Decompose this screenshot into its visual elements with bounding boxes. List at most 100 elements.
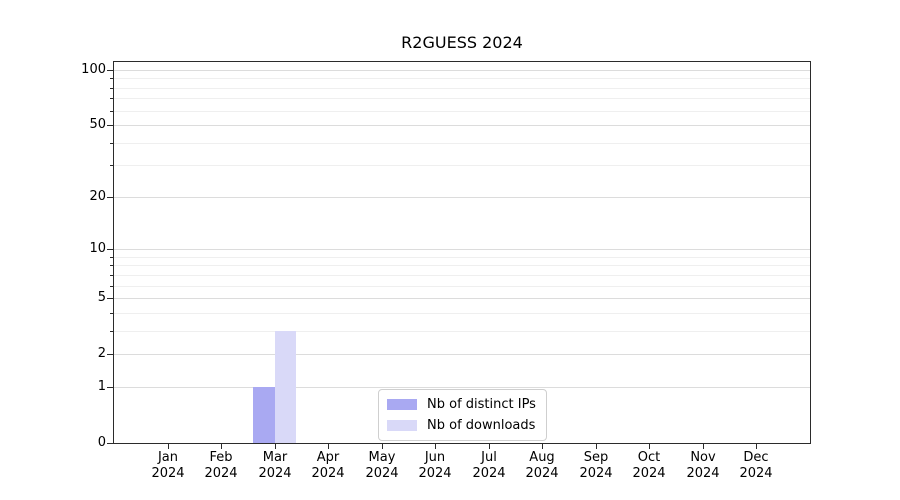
- legend-label-downloads: Nb of downloads: [427, 418, 536, 433]
- x-label-year-jun: 2024: [418, 466, 452, 481]
- x-label-year-nov: 2024: [686, 466, 720, 481]
- gridline-major-5: [114, 298, 810, 300]
- x-axis-tick-mar: [275, 444, 276, 449]
- legend: Nb of distinct IPs Nb of downloads: [378, 389, 547, 441]
- legend-swatch-downloads: [387, 420, 417, 431]
- gridline-minor-6: [114, 285, 810, 287]
- gridline-minor-4: [114, 312, 810, 314]
- x-axis-label-jun: Jun 2024: [405, 450, 465, 482]
- y-axis-minor-tick-60: [110, 111, 113, 112]
- x-axis-tick-may: [382, 444, 383, 449]
- x-label-month-feb: Feb: [209, 450, 233, 465]
- x-axis-tick-dec: [756, 444, 757, 449]
- gridline-major-1: [114, 386, 810, 388]
- x-label-month-apr: Apr: [316, 450, 340, 465]
- y-axis-label-20: 20: [89, 189, 106, 204]
- y-axis-minor-tick-6: [110, 286, 113, 287]
- gridline-minor-30: [114, 165, 810, 167]
- gridline-minor-70: [114, 98, 810, 100]
- y-axis-minor-tick-30: [110, 165, 113, 166]
- x-label-month-oct: Oct: [637, 450, 661, 465]
- legend-item-downloads: Nb of downloads: [387, 418, 536, 433]
- y-axis-minor-tick-3: [110, 331, 113, 332]
- gridline-minor-90: [114, 78, 810, 80]
- x-axis-tick-oct: [649, 444, 650, 449]
- x-axis-label-nov: Nov 2024: [673, 450, 733, 482]
- x-label-month-mar: Mar: [262, 450, 288, 465]
- x-axis-label-jan: Jan 2024: [138, 450, 198, 482]
- gridline-minor-7: [114, 274, 810, 276]
- y-axis-minor-tick-80: [110, 88, 113, 89]
- gridline-major-10: [114, 249, 810, 251]
- x-label-month-dec: Dec: [743, 450, 769, 465]
- x-label-year-mar: 2024: [258, 466, 292, 481]
- gridline-major-100: [114, 70, 810, 71]
- x-label-month-nov: Nov: [690, 450, 716, 465]
- y-axis-minor-tick-90: [110, 78, 113, 79]
- y-axis-minor-tick-8: [110, 265, 113, 266]
- x-axis-tick-apr: [328, 444, 329, 449]
- gridline-major-2: [114, 354, 810, 356]
- x-label-month-sep: Sep: [583, 450, 609, 465]
- x-label-year-dec: 2024: [739, 466, 773, 481]
- y-axis-minor-tick-4: [110, 313, 113, 314]
- gridline-minor-60: [114, 110, 810, 112]
- x-axis-label-oct: Oct 2024: [619, 450, 679, 482]
- x-axis-tick-nov: [703, 444, 704, 449]
- x-axis-tick-jan: [168, 444, 169, 449]
- y-axis-minor-tick-7: [110, 275, 113, 276]
- y-axis-minor-tick-9: [110, 257, 113, 258]
- y-axis-tick-20: [107, 197, 113, 198]
- x-label-year-aug: 2024: [525, 466, 559, 481]
- x-axis-tick-aug: [542, 444, 543, 449]
- gridline-major-20: [114, 196, 810, 198]
- gridline-minor-3: [114, 330, 810, 332]
- legend-swatch-distinct-ips: [387, 399, 417, 410]
- x-axis-label-apr: Apr 2024: [298, 450, 358, 482]
- gridline-minor-40: [114, 142, 810, 144]
- y-axis-label-2: 2: [97, 346, 106, 361]
- x-label-year-jul: 2024: [472, 466, 506, 481]
- x-label-month-jul: Jul: [481, 450, 497, 465]
- y-axis-tick-5: [107, 298, 113, 299]
- x-axis-label-jul: Jul 2024: [459, 450, 519, 482]
- y-axis-tick-0: [107, 443, 113, 444]
- y-axis-tick-2: [107, 354, 113, 355]
- x-label-year-may: 2024: [365, 466, 399, 481]
- x-axis-label-mar: Mar 2024: [245, 450, 305, 482]
- y-axis-tick-10: [107, 249, 113, 250]
- x-label-year-feb: 2024: [204, 466, 238, 481]
- gridline-minor-9: [114, 256, 810, 258]
- y-axis-label-100: 100: [81, 62, 106, 77]
- x-axis-tick-feb: [221, 444, 222, 449]
- plot-area: Nb of distinct IPs Nb of downloads: [113, 61, 811, 444]
- y-axis-tick-1: [107, 387, 113, 388]
- x-axis-tick-sep: [596, 444, 597, 449]
- x-axis-label-aug: Aug 2024: [512, 450, 572, 482]
- y-axis-label-10: 10: [89, 241, 106, 256]
- y-axis-label-5: 5: [97, 290, 106, 305]
- y-axis-tick-50: [107, 125, 113, 126]
- bar-distinct-ips-mar-2024: [253, 386, 275, 443]
- x-axis-label-feb: Feb 2024: [191, 450, 251, 482]
- y-axis-label-1: 1: [97, 379, 106, 394]
- x-label-year-sep: 2024: [579, 466, 613, 481]
- gridline-major-50: [114, 125, 810, 127]
- y-axis-minor-tick-70: [110, 98, 113, 99]
- x-label-year-oct: 2024: [632, 466, 666, 481]
- x-axis-tick-jul: [489, 444, 490, 449]
- y-axis-minor-tick-40: [110, 143, 113, 144]
- y-axis-label-0: 0: [97, 435, 106, 450]
- x-axis-label-sep: Sep 2024: [566, 450, 626, 482]
- gridline-minor-8: [114, 265, 810, 267]
- x-axis-label-dec: Dec 2024: [726, 450, 786, 482]
- x-label-year-apr: 2024: [311, 466, 345, 481]
- x-label-year-jan: 2024: [151, 466, 185, 481]
- legend-label-distinct-ips: Nb of distinct IPs: [427, 397, 536, 412]
- x-axis-tick-jun: [435, 444, 436, 449]
- x-label-month-jan: Jan: [157, 450, 179, 465]
- y-axis-label-50: 50: [89, 117, 106, 132]
- x-axis-label-may: May 2024: [352, 450, 412, 482]
- legend-item-distinct-ips: Nb of distinct IPs: [387, 397, 536, 412]
